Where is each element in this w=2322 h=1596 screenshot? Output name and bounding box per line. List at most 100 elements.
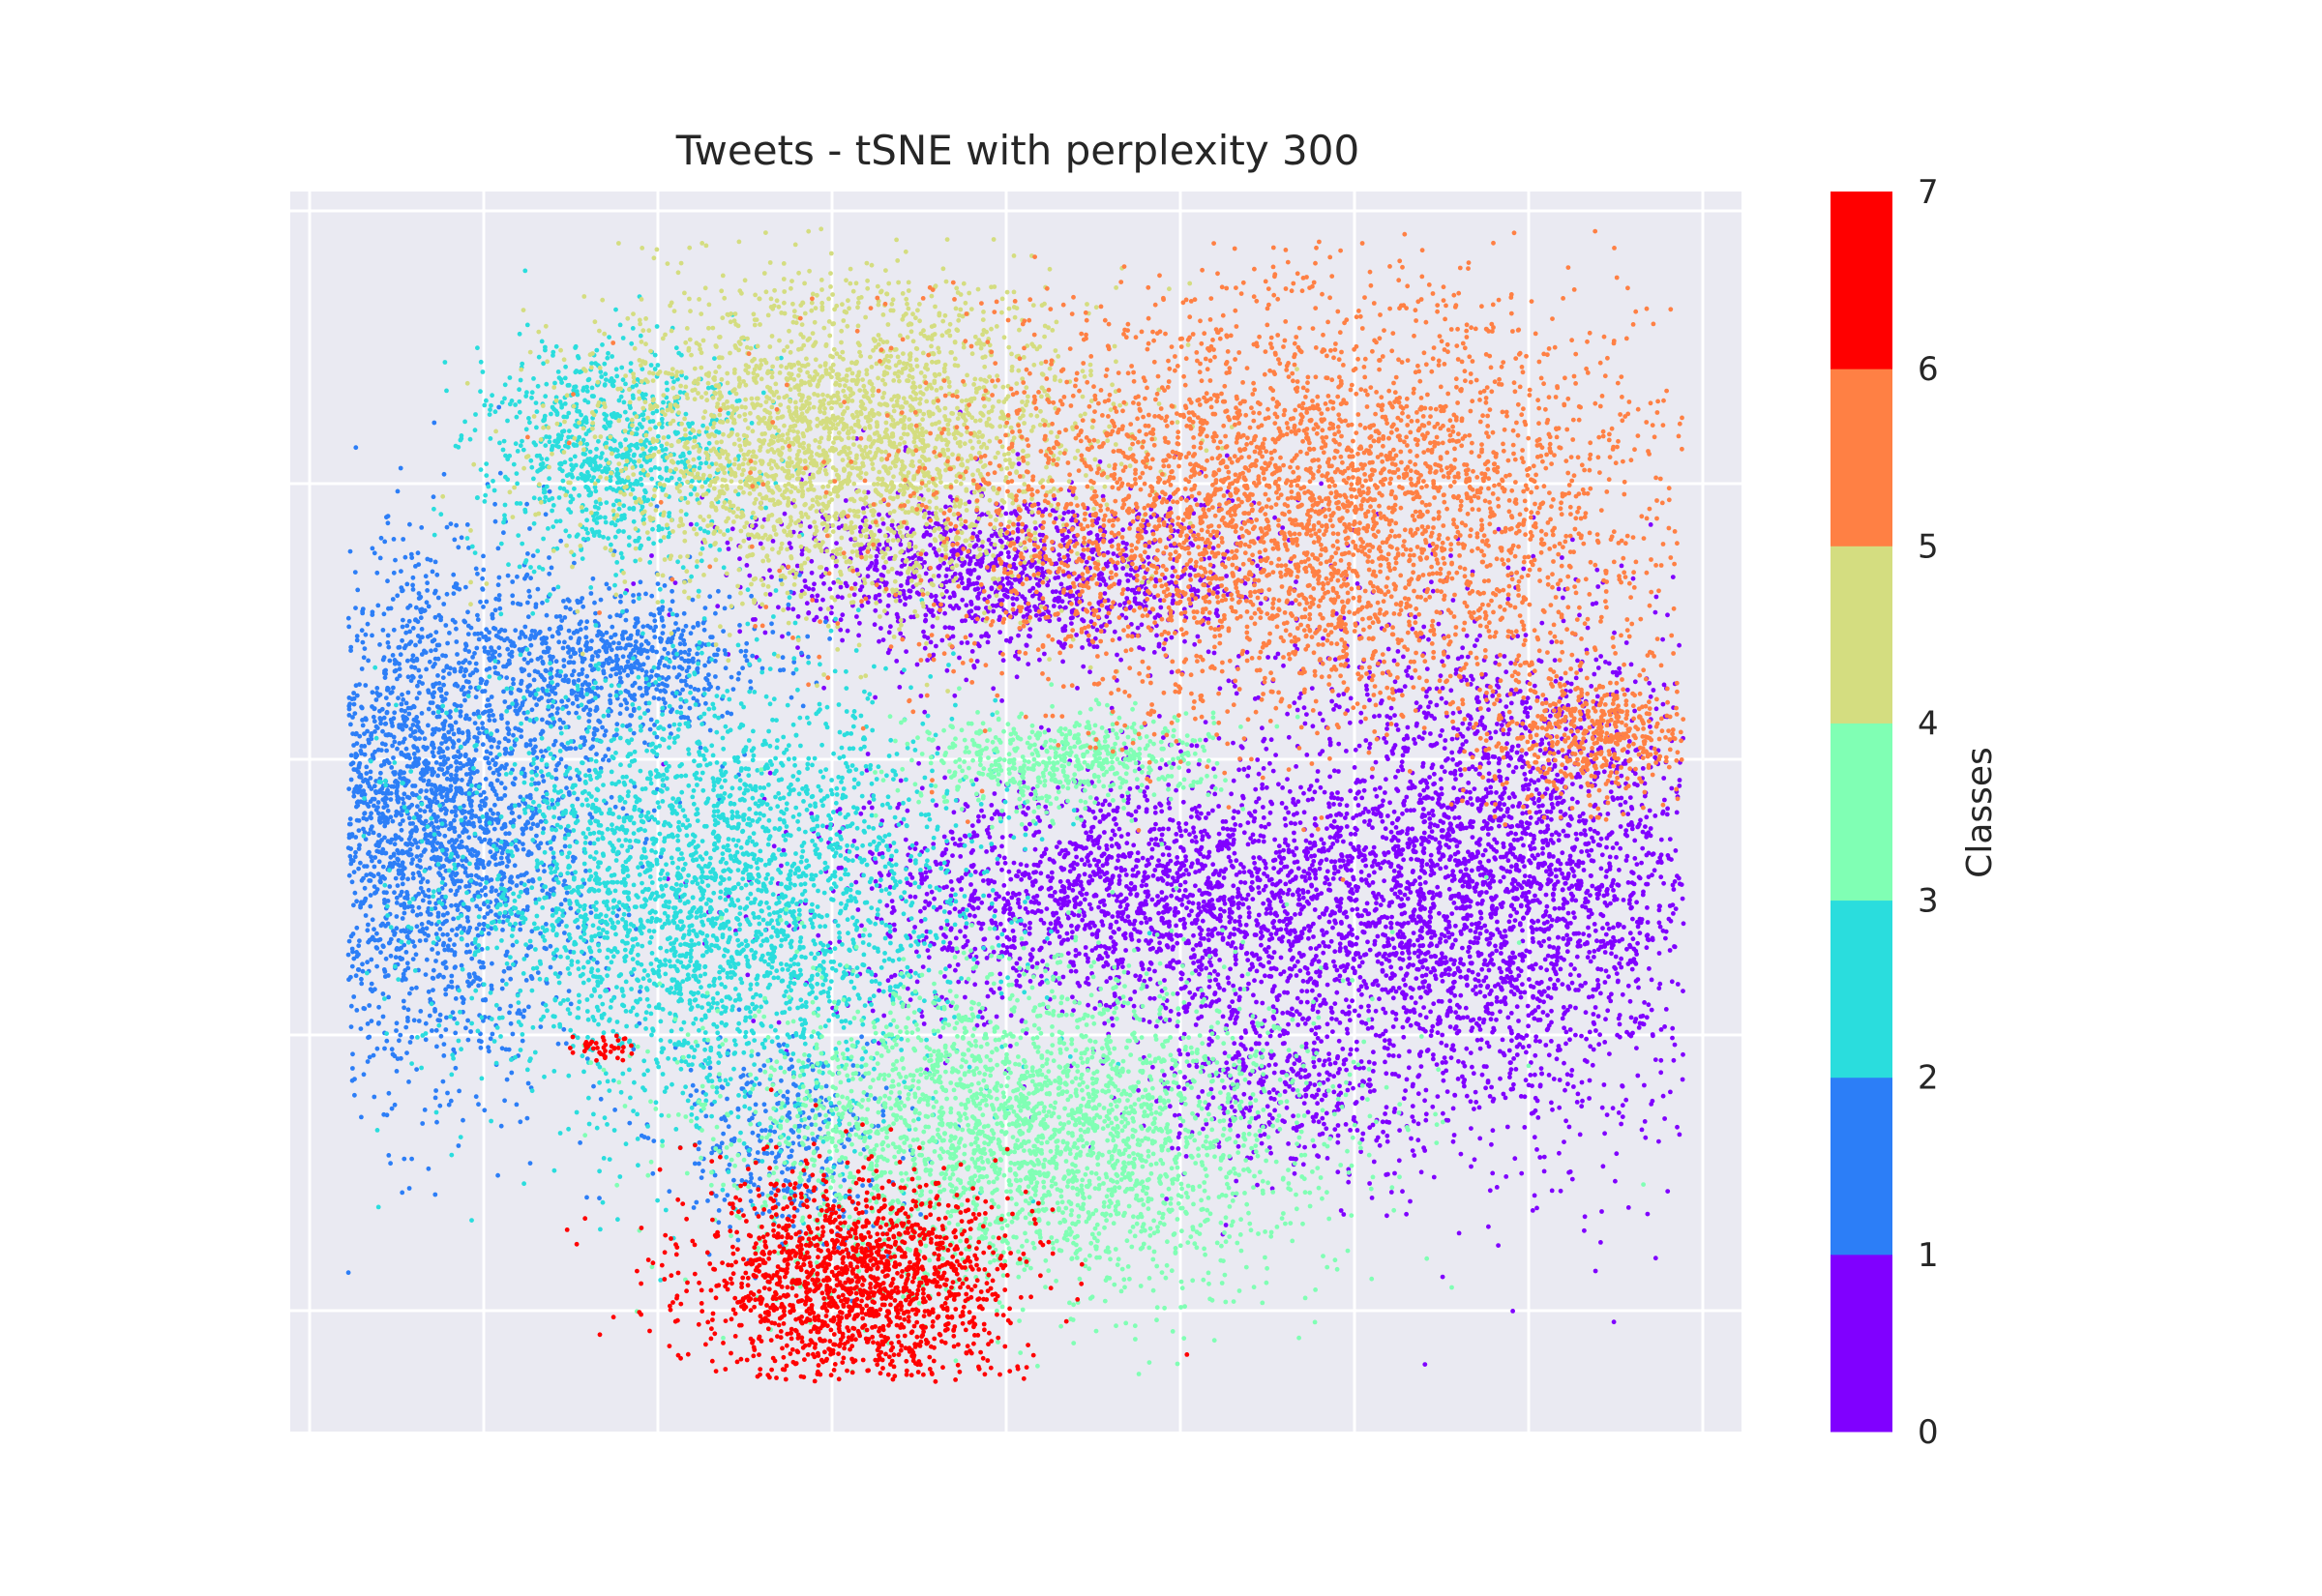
scatter-point [1341,1212,1346,1217]
scatter-point [1482,726,1487,731]
scatter-point [1492,754,1497,759]
scatter-point [1025,864,1029,869]
scatter-point [1493,984,1498,989]
scatter-point [1450,737,1455,742]
scatter-point [1254,1000,1259,1005]
scatter-point [1647,966,1652,971]
scatter-point [1077,952,1082,957]
scatter-point [1420,980,1425,985]
scatter-point [1338,802,1343,807]
scatter-point [1399,866,1404,871]
scatter-point [942,776,947,781]
scatter-point [1299,930,1304,934]
scatter-point [1660,637,1665,642]
scatter-point [1218,686,1223,691]
scatter-point [1552,887,1557,892]
scatter-point [1597,843,1602,848]
scatter-point [1191,830,1196,835]
scatter-point [1458,930,1463,934]
scatter-point [1413,917,1417,922]
scatter-point [1092,924,1097,929]
scatter-point [1356,854,1361,859]
scatter-point [1394,825,1399,830]
scatter-point [1406,949,1411,954]
scatter-point [1659,852,1664,857]
scatter-point [1343,815,1348,820]
scatter-point [1147,996,1152,1001]
scatter-point [1061,938,1066,943]
scatter-point [1212,969,1217,974]
scatter-point [1596,665,1601,670]
scatter-point [1348,721,1353,725]
scatter-point [1572,845,1577,850]
scatter-point [1572,915,1577,920]
scatter-point [1273,912,1278,917]
scatter-point [1669,786,1674,791]
scatter-point [1619,957,1623,961]
scatter-point [1535,919,1540,924]
scatter-point [1661,881,1666,886]
scatter-point [1465,896,1470,901]
scatter-point [1450,986,1455,990]
scatter-point [1069,969,1074,974]
scatter-point [1607,662,1612,666]
scatter-point [1065,931,1070,936]
scatter-point [1562,936,1566,941]
scatter-point [1549,995,1554,1000]
scatter-point [1145,810,1149,814]
scatter-point [1459,895,1464,900]
scatter-point [1605,1008,1610,1013]
scatter-point [868,850,873,855]
scatter-point [1368,742,1373,747]
scatter-point [1530,1111,1534,1116]
scatter-point [1116,858,1120,863]
scatter-point [1510,881,1515,886]
scatter-point [1583,981,1588,986]
scatter-point [1592,1012,1596,1017]
scatter-point [1471,970,1475,975]
scatter-point [1438,891,1443,896]
scatter-point [1127,851,1132,856]
scatter-point [1501,855,1505,860]
scatter-point [934,803,938,808]
scatter-point [1514,1067,1519,1072]
scatter-point [1528,1073,1533,1078]
scatter-point [1377,805,1382,810]
scatter-point [745,973,750,978]
scatter-point [1221,841,1226,845]
scatter-point [1669,857,1674,862]
scatter-point [1210,999,1215,1004]
scatter-point [1479,916,1484,921]
scatter-point [1318,711,1323,716]
scatter-point [1468,945,1473,950]
scatter-point [1204,966,1208,971]
scatter-point [1393,953,1398,958]
scatter-point [1254,918,1259,923]
scatter-point [1267,937,1272,942]
scatter-point [1448,1024,1453,1029]
scatter-point [1639,1015,1644,1020]
scatter-point [1582,1228,1587,1233]
scatter-point [1538,965,1543,970]
scatter-point [1365,901,1370,906]
scatter-point [1294,764,1298,769]
scatter-point [1126,832,1131,837]
scatter-point [932,897,937,901]
scatter-point [1204,738,1208,743]
scatter-point [1118,958,1123,962]
scatter-point [1429,955,1434,960]
scatter-point [1185,1052,1190,1057]
scatter-point [1644,832,1649,837]
scatter-point [1602,1131,1607,1136]
scatter-point [1356,914,1361,919]
scatter-point [1456,657,1461,662]
scatter-point [1282,865,1287,870]
scatter-point [1488,885,1493,890]
scatter-point [1149,926,1154,931]
scatter-point [1573,1033,1578,1038]
scatter-point [1478,990,1483,994]
scatter-point [1564,933,1569,938]
scatter-point [1403,893,1408,898]
scatter-point [1106,856,1111,861]
scatter-point [1465,1015,1470,1020]
